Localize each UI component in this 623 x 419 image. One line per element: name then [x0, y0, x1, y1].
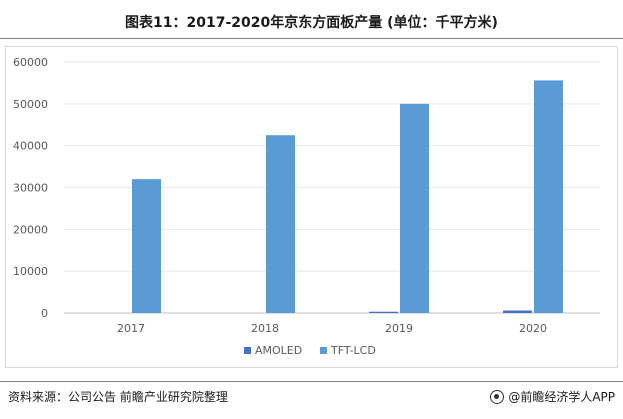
- x-axis-ticks: 2017 2018 2019 2020: [117, 322, 547, 335]
- legend-label: AMOLED: [255, 344, 302, 357]
- bar-tft-lcd-2020: [534, 80, 563, 313]
- bar-tft-lcd-2018: [266, 135, 295, 313]
- brand-logo-icon: [490, 389, 505, 404]
- x-tick-label: 2018: [251, 322, 279, 335]
- x-tick-label: 2019: [385, 322, 413, 335]
- y-tick-label: 60000: [13, 56, 48, 69]
- footer-divider: [0, 381, 623, 382]
- y-axis-ticks: 0 10000 20000 30000 40000 50000 60000: [13, 56, 48, 320]
- y-tick-label: 30000: [13, 182, 48, 195]
- chart-title: 图表11：2017-2020年京东方面板产量 (单位：千平方米): [125, 15, 498, 31]
- y-tick-label: 20000: [13, 223, 48, 236]
- legend-swatch: [320, 347, 327, 354]
- bar-amoled-2019: [369, 311, 398, 313]
- bar-tft-lcd-2019: [400, 103, 429, 313]
- legend-swatch: [244, 347, 251, 354]
- bar-amoled-2020: [503, 310, 532, 313]
- y-tick-label: 10000: [13, 265, 48, 278]
- brand-text: @前瞻经济学人APP: [508, 390, 615, 404]
- x-tick-label: 2017: [117, 322, 145, 335]
- y-tick-label: 40000: [13, 140, 48, 153]
- x-tick-label: 2020: [519, 322, 547, 335]
- bars: [132, 80, 563, 313]
- bar-tft-lcd-2017: [132, 179, 161, 313]
- chart-frame: [5, 46, 618, 368]
- legend: AMOLED TFT-LCD: [244, 344, 376, 357]
- brand-label: @前瞻经济学人APP: [490, 388, 615, 405]
- title-divider: [0, 38, 623, 39]
- y-tick-label: 0: [41, 307, 48, 320]
- y-tick-label: 50000: [13, 98, 48, 111]
- source-note: 资料来源：公司公告 前瞻产业研究院整理: [8, 390, 228, 404]
- legend-label: TFT-LCD: [330, 344, 376, 357]
